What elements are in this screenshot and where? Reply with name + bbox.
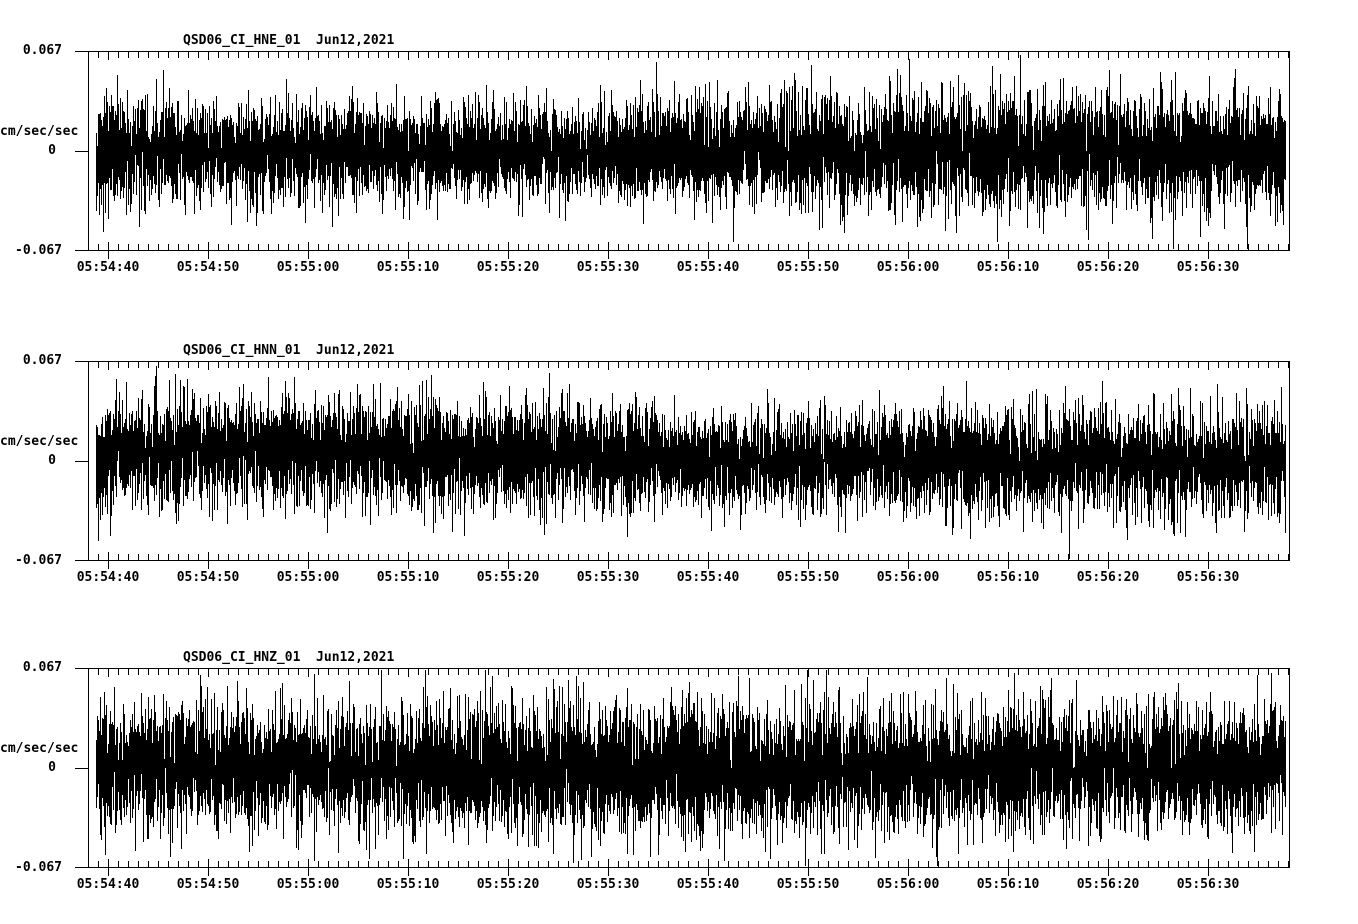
y-tick-label-min: -0.067 <box>15 243 62 258</box>
x-major-tick <box>108 251 109 259</box>
x-tick-label: 05:56:10 <box>976 570 1040 585</box>
plot-title-hne: QSD06_CI_HNE_01 Jun12,2021 <box>183 33 395 48</box>
y-tick-label-max: 0.067 <box>22 43 62 58</box>
x-tick-label: 05:55:30 <box>576 260 640 275</box>
x-major-tick <box>1108 868 1109 876</box>
y-major-tick <box>75 151 88 152</box>
x-tick-label: 05:55:30 <box>576 570 640 585</box>
x-major-tick <box>1108 561 1109 569</box>
x-major-tick <box>408 868 409 876</box>
x-major-tick <box>108 868 109 876</box>
x-major-tick <box>308 251 309 259</box>
x-tick-label: 05:55:10 <box>376 570 440 585</box>
x-tick-label: 05:55:20 <box>476 570 540 585</box>
x-tick-label: 05:55:50 <box>776 260 840 275</box>
plot-title-hnn: QSD06_CI_HNN_01 Jun12,2021 <box>183 343 395 358</box>
x-major-tick <box>308 868 309 876</box>
x-tick-label: 05:54:50 <box>176 260 240 275</box>
waveform-canvas-hnn <box>88 361 1290 561</box>
x-tick-label: 05:56:30 <box>1176 570 1240 585</box>
x-major-tick <box>208 251 209 259</box>
x-tick-label: 05:55:20 <box>476 877 540 892</box>
x-major-tick <box>608 561 609 569</box>
x-major-tick <box>908 561 909 569</box>
x-tick-label: 05:56:30 <box>1176 260 1240 275</box>
y-tick-label-zero: 0 <box>48 453 56 468</box>
y-axis-unit-label: cm/sec/sec <box>0 741 79 756</box>
x-major-tick <box>708 251 709 259</box>
x-major-tick <box>608 868 609 876</box>
x-tick-label: 05:55:00 <box>276 260 340 275</box>
y-tick-label-zero: 0 <box>48 143 56 158</box>
x-major-tick <box>808 868 809 876</box>
x-major-tick <box>1108 251 1109 259</box>
x-major-tick <box>808 251 809 259</box>
x-major-tick <box>1208 868 1209 876</box>
y-major-tick <box>75 560 88 561</box>
x-major-tick <box>1008 251 1009 259</box>
x-major-tick <box>808 561 809 569</box>
x-major-tick <box>308 561 309 569</box>
x-tick-label: 05:56:20 <box>1076 877 1140 892</box>
x-tick-label: 05:55:00 <box>276 877 340 892</box>
x-tick-label: 05:55:40 <box>676 260 740 275</box>
x-tick-label: 05:56:00 <box>876 260 940 275</box>
x-major-tick <box>1208 561 1209 569</box>
x-tick-label: 05:55:10 <box>376 260 440 275</box>
y-major-tick <box>75 768 88 769</box>
x-tick-label: 05:54:40 <box>76 260 140 275</box>
x-major-tick <box>508 251 509 259</box>
x-major-tick <box>708 561 709 569</box>
y-tick-label-min: -0.067 <box>15 860 62 875</box>
y-major-tick <box>75 461 88 462</box>
y-tick-label-zero: 0 <box>48 760 56 775</box>
x-tick-label: 05:56:10 <box>976 260 1040 275</box>
x-tick-label: 05:55:00 <box>276 570 340 585</box>
waveform-canvas-hne <box>88 51 1290 251</box>
x-tick-label: 05:54:50 <box>176 570 240 585</box>
x-tick-label: 05:55:10 <box>376 877 440 892</box>
x-major-tick <box>208 561 209 569</box>
x-major-tick <box>908 251 909 259</box>
x-tick-label: 05:56:20 <box>1076 570 1140 585</box>
y-axis-unit-label: cm/sec/sec <box>0 124 79 139</box>
x-tick-label: 05:56:10 <box>976 877 1040 892</box>
x-major-tick <box>508 868 509 876</box>
x-major-tick <box>1008 868 1009 876</box>
x-major-tick <box>108 561 109 569</box>
y-major-tick <box>75 250 88 251</box>
x-major-tick <box>608 251 609 259</box>
y-major-tick <box>75 867 88 868</box>
x-tick-label: 05:55:30 <box>576 877 640 892</box>
x-major-tick <box>408 251 409 259</box>
y-axis-unit-label: cm/sec/sec <box>0 434 79 449</box>
x-tick-label: 05:55:50 <box>776 877 840 892</box>
y-major-tick <box>75 51 88 52</box>
x-tick-label: 05:56:00 <box>876 570 940 585</box>
x-tick-label: 05:56:30 <box>1176 877 1240 892</box>
y-major-tick <box>75 361 88 362</box>
x-tick-label: 05:55:40 <box>676 877 740 892</box>
waveform-canvas-hnz <box>88 668 1290 868</box>
x-tick-label: 05:54:50 <box>176 877 240 892</box>
x-tick-label: 05:56:00 <box>876 877 940 892</box>
x-tick-label: 05:56:20 <box>1076 260 1140 275</box>
x-tick-label: 05:54:40 <box>76 570 140 585</box>
x-major-tick <box>408 561 409 569</box>
x-tick-label: 05:55:20 <box>476 260 540 275</box>
plot-title-hnz: QSD06_CI_HNZ_01 Jun12,2021 <box>183 650 395 665</box>
x-major-tick <box>908 868 909 876</box>
x-major-tick <box>708 868 709 876</box>
x-major-tick <box>508 561 509 569</box>
x-major-tick <box>1008 561 1009 569</box>
x-major-tick <box>1208 251 1209 259</box>
x-major-tick <box>208 868 209 876</box>
x-tick-label: 05:54:40 <box>76 877 140 892</box>
x-tick-label: 05:55:50 <box>776 570 840 585</box>
y-major-tick <box>75 668 88 669</box>
y-tick-label-max: 0.067 <box>22 353 62 368</box>
y-tick-label-min: -0.067 <box>15 553 62 568</box>
y-tick-label-max: 0.067 <box>22 660 62 675</box>
x-tick-label: 05:55:40 <box>676 570 740 585</box>
